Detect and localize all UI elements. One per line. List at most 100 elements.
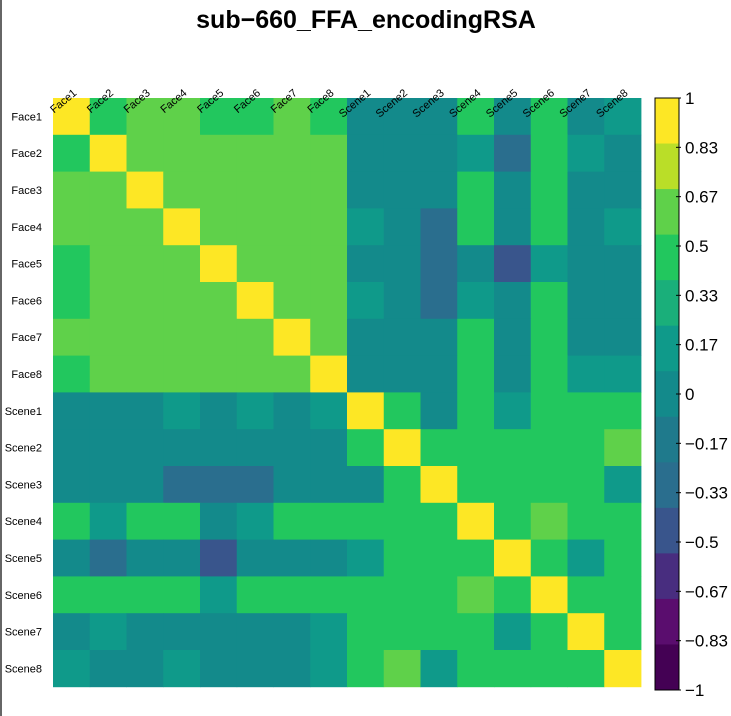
colorbar-segment xyxy=(655,553,679,600)
heatmap-cell xyxy=(236,245,274,283)
heatmap-cell xyxy=(420,245,458,283)
heatmap-cell xyxy=(273,429,311,467)
heatmap-cell xyxy=(163,502,201,540)
heatmap-cell xyxy=(567,466,605,504)
heatmap-cell xyxy=(567,245,605,283)
heatmap-cell xyxy=(53,134,91,172)
heatmap-cell xyxy=(53,502,91,540)
heatmap-cell xyxy=(163,208,201,246)
colorbar-tick-label: 0.5 xyxy=(685,237,709,256)
heatmap-cell xyxy=(494,355,532,393)
heatmap-cell xyxy=(126,134,164,172)
heatmap-cell xyxy=(126,171,164,209)
heatmap-cell xyxy=(347,282,385,320)
heatmap-cell xyxy=(530,392,568,430)
heatmap-cell xyxy=(163,318,201,356)
heatmap-cell xyxy=(567,282,605,320)
heatmap-cell xyxy=(163,466,201,504)
heatmap-cell xyxy=(530,171,568,209)
heatmap-cell xyxy=(457,171,495,209)
heatmap-cell xyxy=(200,650,238,688)
heatmap-cell xyxy=(494,613,532,651)
heatmap-cell xyxy=(494,171,532,209)
row-label: Face3 xyxy=(11,185,42,197)
heatmap-cell xyxy=(383,466,421,504)
colorbar-tick-label: −0.67 xyxy=(685,582,728,601)
heatmap-cell xyxy=(457,355,495,393)
heatmap-cell xyxy=(89,502,127,540)
heatmap-cell xyxy=(457,613,495,651)
heatmap-cell xyxy=(163,245,201,283)
heatmap-cell xyxy=(347,576,385,614)
heatmap-cell xyxy=(420,355,458,393)
heatmap-cell xyxy=(420,576,458,614)
heatmap-cell xyxy=(163,392,201,430)
heatmap-cells xyxy=(53,98,642,688)
colorbar-tick-label: −0.5 xyxy=(685,533,719,552)
heatmap-cell xyxy=(126,539,164,577)
heatmap-cell xyxy=(347,466,385,504)
heatmap-cell xyxy=(420,98,458,136)
heatmap-cell xyxy=(310,208,348,246)
heatmap-cell xyxy=(604,245,642,283)
heatmap-cell xyxy=(200,502,238,540)
heatmap-cell xyxy=(89,245,127,283)
heatmap-cell xyxy=(200,539,238,577)
colorbar-segment xyxy=(655,416,679,463)
heatmap-cell xyxy=(273,98,311,136)
heatmap-cell xyxy=(567,392,605,430)
heatmap-cell xyxy=(236,613,274,651)
heatmap-cell xyxy=(236,134,274,172)
heatmap-cell xyxy=(347,134,385,172)
colorbar-segment xyxy=(655,325,679,372)
heatmap-cell xyxy=(420,171,458,209)
row-label: Scene6 xyxy=(5,590,42,602)
heatmap-cell xyxy=(420,650,458,688)
heatmap-cell xyxy=(420,539,458,577)
heatmap-cell xyxy=(163,613,201,651)
colorbar-tick-label: −0.83 xyxy=(685,632,728,651)
heatmap-cell xyxy=(310,392,348,430)
heatmap-cell xyxy=(310,650,348,688)
heatmap-cell xyxy=(126,98,164,136)
heatmap-cell xyxy=(383,282,421,320)
heatmap-cell xyxy=(236,429,274,467)
heatmap-cell xyxy=(347,429,385,467)
heatmap-cell xyxy=(567,429,605,467)
heatmap-cell xyxy=(310,98,348,136)
heatmap-cell xyxy=(310,539,348,577)
heatmap-cell xyxy=(273,355,311,393)
colorbar-tick-label: 0.67 xyxy=(685,188,718,207)
heatmap-cell xyxy=(163,282,201,320)
heatmap-cell xyxy=(53,576,91,614)
heatmap-cell xyxy=(604,208,642,246)
heatmap-cell xyxy=(383,650,421,688)
left-edge-rule xyxy=(0,0,2,716)
heatmap-cell xyxy=(273,613,311,651)
heatmap-cell xyxy=(604,613,642,651)
heatmap-cell xyxy=(420,282,458,320)
heatmap-cell xyxy=(383,539,421,577)
heatmap-cell xyxy=(200,466,238,504)
heatmap-cell xyxy=(383,502,421,540)
heatmap-cell xyxy=(200,282,238,320)
heatmap-cell xyxy=(53,98,91,136)
row-label: Scene5 xyxy=(5,553,42,565)
heatmap-cell xyxy=(383,98,421,136)
heatmap-cell xyxy=(200,245,238,283)
colorbar-tick-label: 0.33 xyxy=(685,286,718,305)
heatmap-cell xyxy=(236,502,274,540)
heatmap-cell xyxy=(236,466,274,504)
heatmap-cell xyxy=(457,245,495,283)
heatmap-cell xyxy=(89,318,127,356)
heatmap-cell xyxy=(273,171,311,209)
row-label: Face4 xyxy=(11,222,42,234)
heatmap-cell xyxy=(457,502,495,540)
heatmap-cell xyxy=(163,134,201,172)
heatmap-cell xyxy=(236,208,274,246)
heatmap-cell xyxy=(310,576,348,614)
heatmap-cell xyxy=(163,576,201,614)
colorbar-segment xyxy=(655,507,679,554)
colorbar-segment xyxy=(655,234,679,281)
heatmap-cell xyxy=(457,318,495,356)
